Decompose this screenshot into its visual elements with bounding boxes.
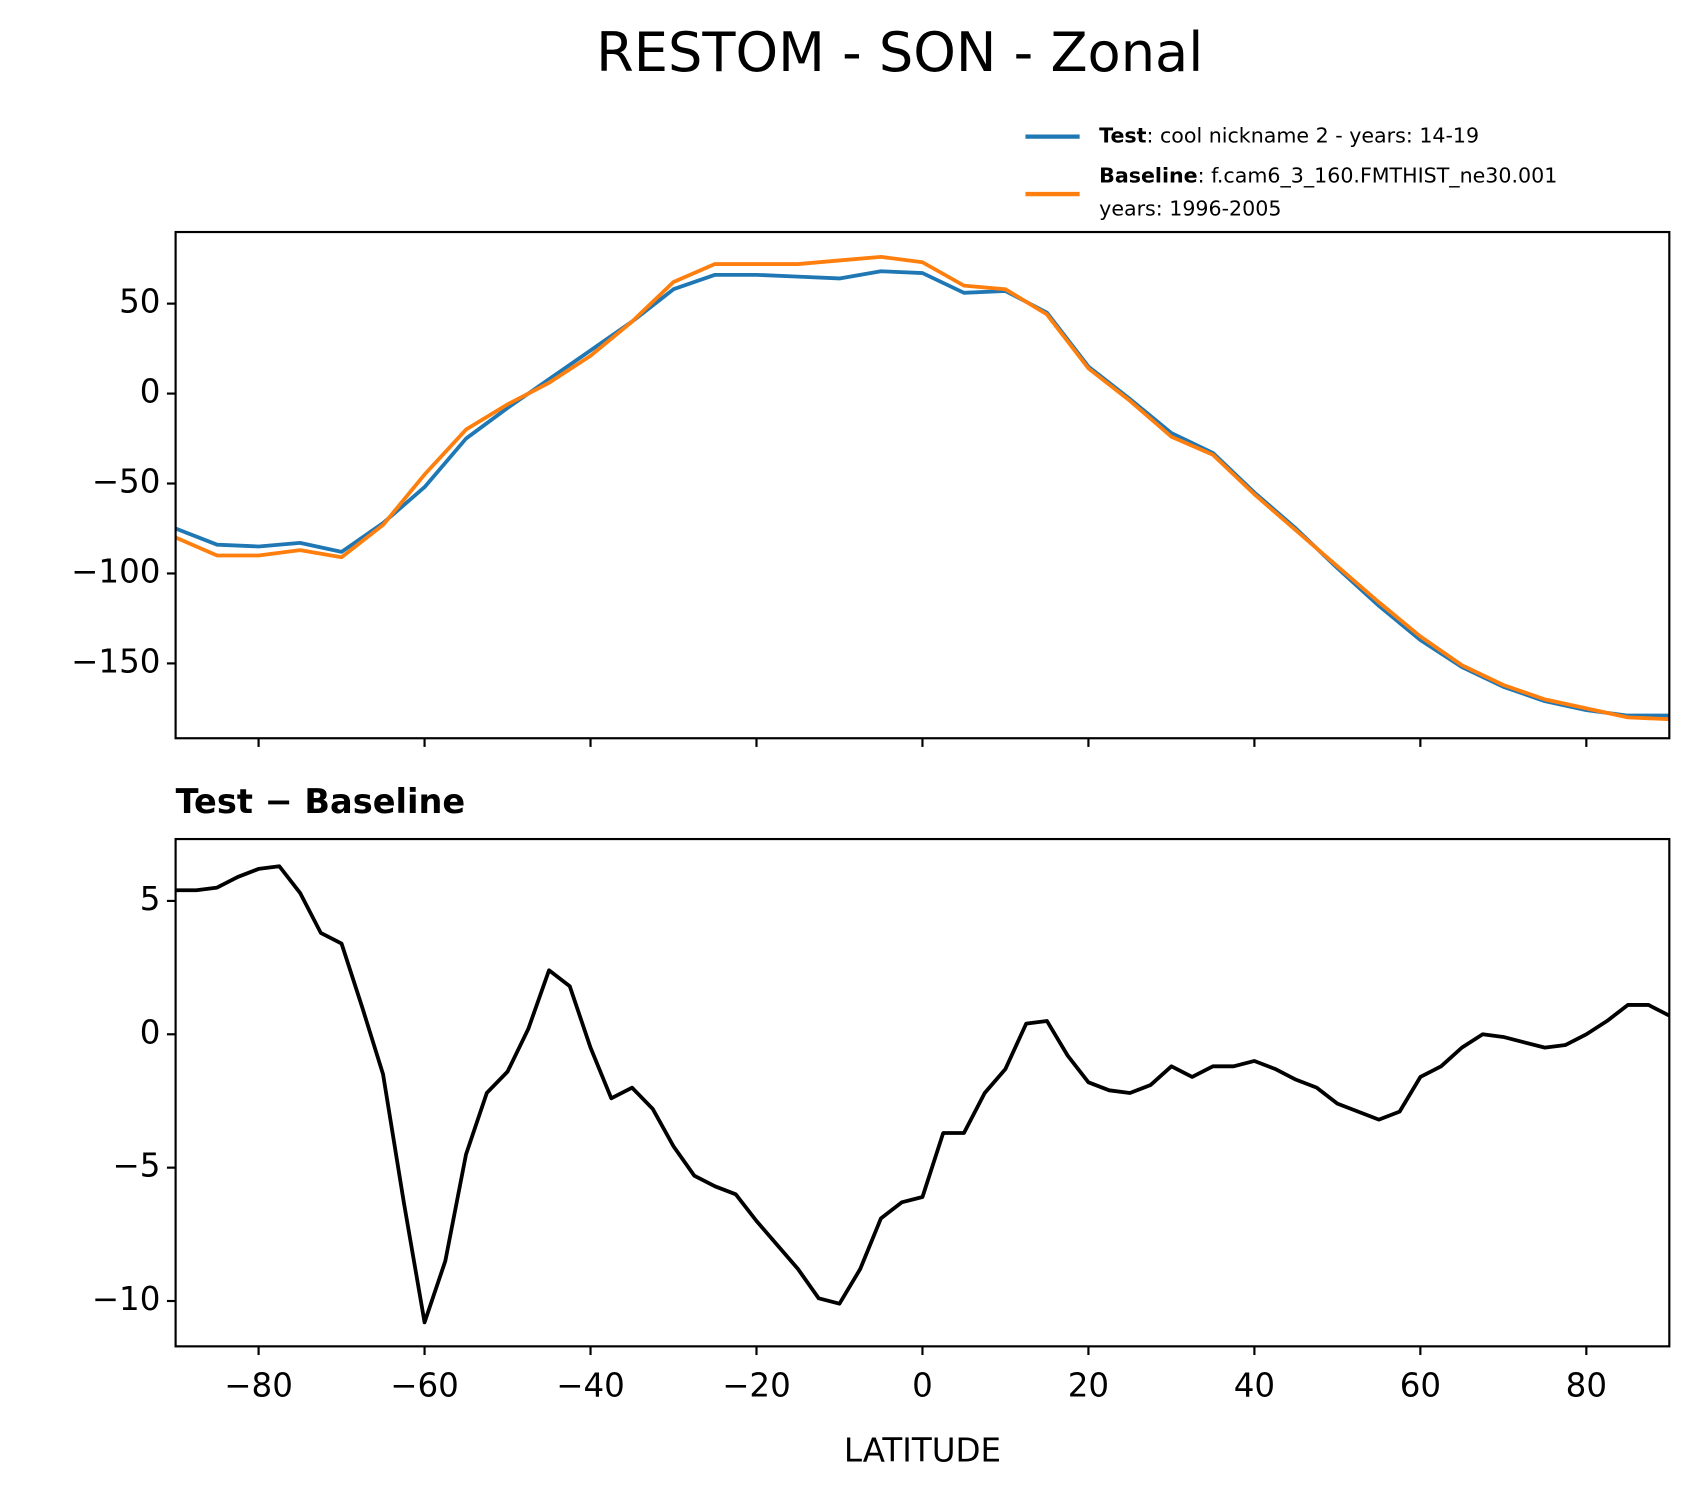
x-tick-label: 40 <box>1234 1367 1275 1405</box>
y-tick-label: 5 <box>140 880 161 918</box>
legend-name: Baseline <box>1099 164 1198 188</box>
x-tick-label: −60 <box>390 1367 459 1405</box>
legend-description: years: 1996-2005 <box>1099 196 1281 220</box>
y-tick-label: 0 <box>140 1013 161 1051</box>
legend: Test: cool nickname 2 - years: 14-19 Base… <box>1025 124 1557 220</box>
axes-frame <box>174 837 1671 1348</box>
x-tick-label: −20 <box>722 1367 791 1405</box>
x-tick-label: −40 <box>556 1367 625 1405</box>
legend-description: : f.cam6_3_160.FMTHIST_ne30.001 <box>1198 164 1558 189</box>
y-tick-label: 50 <box>119 283 160 321</box>
x-axis-label: LATITUDE <box>844 1432 1001 1470</box>
subplot-title: Test − Baseline <box>176 782 466 821</box>
axes-frame <box>174 230 1671 740</box>
y-tick-label: −10 <box>92 1280 161 1318</box>
series-line <box>175 864 1670 1325</box>
y-tick-label: −5 <box>113 1147 161 1185</box>
legend-label: Baseline: f.cam6_3_160.FMTHIST_ne30.001 <box>1099 164 1557 189</box>
y-tick-label: −100 <box>71 552 160 590</box>
x-tick-label: 80 <box>1566 1367 1607 1405</box>
legend-description: : cool nickname 2 - years: 14-19 <box>1147 124 1480 148</box>
x-tick-label: 0 <box>912 1367 933 1405</box>
legend-name: Test <box>1099 124 1147 148</box>
series-line <box>175 254 1670 722</box>
series-line <box>175 269 1670 718</box>
legend-label: Test: cool nickname 2 - years: 14-19 <box>1099 124 1479 148</box>
x-tick-label: 20 <box>1068 1367 1109 1405</box>
y-tick-label: −150 <box>71 642 160 680</box>
y-tick-label: −50 <box>92 463 161 501</box>
x-tick-label: 60 <box>1400 1367 1441 1405</box>
y-tick-label: 0 <box>140 373 161 411</box>
x-tick-label: −80 <box>224 1367 293 1405</box>
figure-title: RESTOM - SON - Zonal <box>596 21 1203 84</box>
